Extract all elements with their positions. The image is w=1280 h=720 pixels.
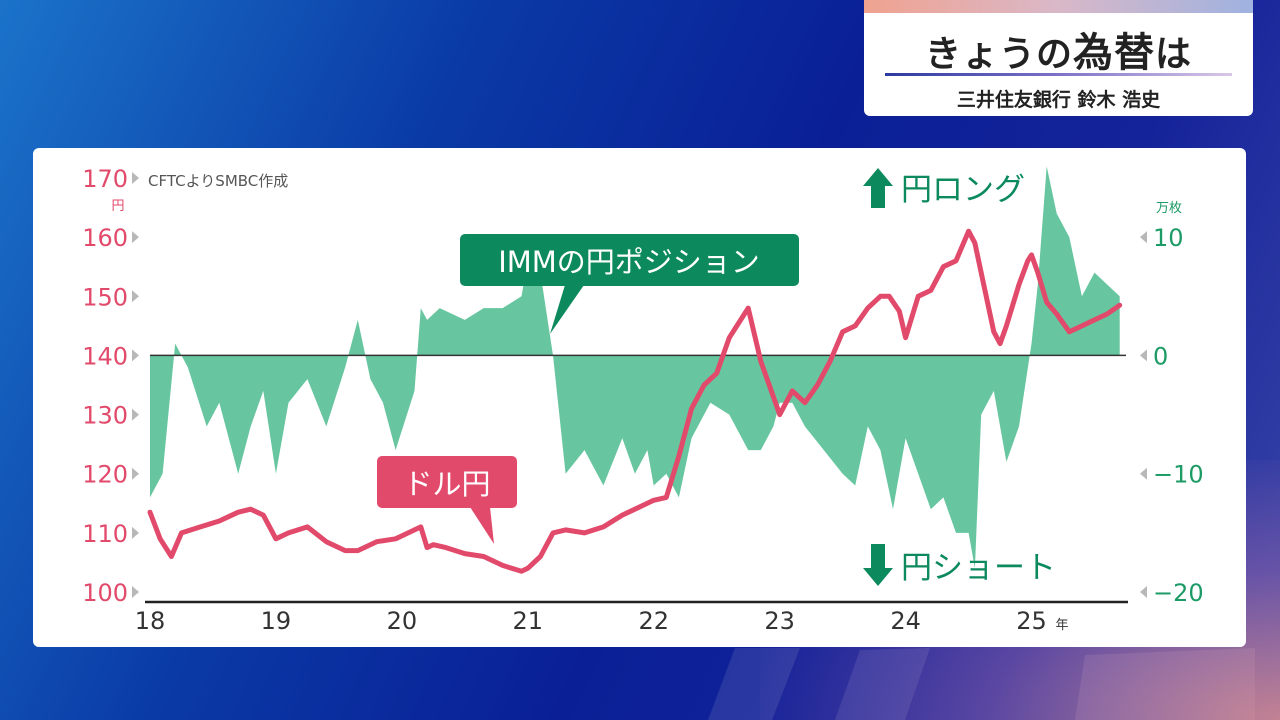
up-arrow-icon (863, 168, 893, 208)
imm-position-area (150, 166, 1120, 569)
left-axis-tick-arrow (132, 231, 139, 244)
usdjpy-label: ドル円 (403, 467, 490, 501)
left-axis-tick-label: 120 (82, 461, 128, 489)
x-axis-tick-label: 19 (261, 607, 292, 635)
title-card: きょうの為替は 三井住友銀行 鈴木 浩史 (864, 0, 1253, 116)
imm-position-label: IMMの円ポジション (498, 245, 760, 279)
x-axis-tick-label: 18 (135, 607, 166, 635)
right-axis-tick-arrow (1140, 231, 1147, 244)
left-axis-tick-label: 160 (82, 224, 128, 252)
yen-short-label: 円ショート (901, 550, 1056, 586)
imm-label-pointer (550, 285, 584, 334)
right-axis-tick-label: −20 (1153, 579, 1204, 607)
left-axis-tick-label: 140 (82, 342, 128, 370)
left-axis-tick-label: 130 (82, 402, 128, 430)
right-axis-tick-label: −10 (1153, 461, 1204, 489)
usdjpy-label-pointer (470, 507, 494, 544)
left-axis-tick-arrow (132, 172, 139, 184)
left-axis-tick-label: 150 (82, 283, 128, 311)
usdjpy-imm-chart: 100 110 120 130 140 150 160 170 円 −20 −10 0 10 20 万枚 18… (82, 165, 1204, 635)
left-axis-tick-arrow (132, 526, 139, 539)
yen-long-label: 円ロング (901, 172, 1025, 208)
right-axis-unit: 万枚 (1156, 201, 1182, 216)
left-axis-unit: 円 (111, 199, 124, 214)
page-title: きょうの為替は (864, 20, 1253, 78)
title-accent-strip (864, 0, 1253, 13)
left-axis-tick-label: 100 (82, 579, 128, 607)
title-underline (885, 73, 1232, 76)
usdjpy-line (147, 228, 1123, 574)
title-tail-text: は (1155, 34, 1193, 75)
x-axis-tick-label: 21 (513, 607, 544, 635)
x-axis-tick-label: 24 (890, 607, 921, 635)
x-axis-tick-label: 20 (387, 607, 418, 635)
left-axis-tick-arrow (132, 290, 139, 303)
presenter-name: 三井住友銀行 鈴木 浩史 (956, 89, 1161, 111)
right-axis-tick-arrow (1140, 349, 1147, 362)
right-axis-tick-arrow (1140, 586, 1147, 598)
left-axis-tick-arrow (132, 349, 139, 362)
usdjpy-label-box (377, 456, 517, 508)
right-axis-tick-arrow (1140, 467, 1147, 480)
title-emphasis-text: 為替 (1073, 30, 1155, 76)
x-axis-tick-label: 23 (764, 607, 795, 635)
title-main-text: きょうの (924, 34, 1073, 75)
left-axis-tick-label: 110 (82, 520, 128, 548)
x-axis-unit: 年 (1056, 618, 1069, 633)
x-axis-tick-label: 25 (1016, 607, 1047, 635)
left-axis-tick-arrow (132, 467, 139, 480)
left-axis-tick-label: 170 (82, 165, 128, 193)
source-note: CFTCよりSMBC作成 (148, 172, 288, 190)
imm-label-box (460, 234, 799, 286)
chart-panel: 100 110 120 130 140 150 160 170 円 −20 −10 0 10 20 万枚 18… (33, 148, 1246, 647)
left-axis-tick-arrow (132, 408, 139, 421)
right-axis-tick-label: 10 (1153, 224, 1184, 252)
down-arrow-icon (863, 544, 893, 586)
right-axis-tick-label: 0 (1153, 342, 1168, 370)
left-axis-tick-arrow (132, 586, 139, 598)
x-axis-tick-label: 22 (638, 607, 669, 635)
